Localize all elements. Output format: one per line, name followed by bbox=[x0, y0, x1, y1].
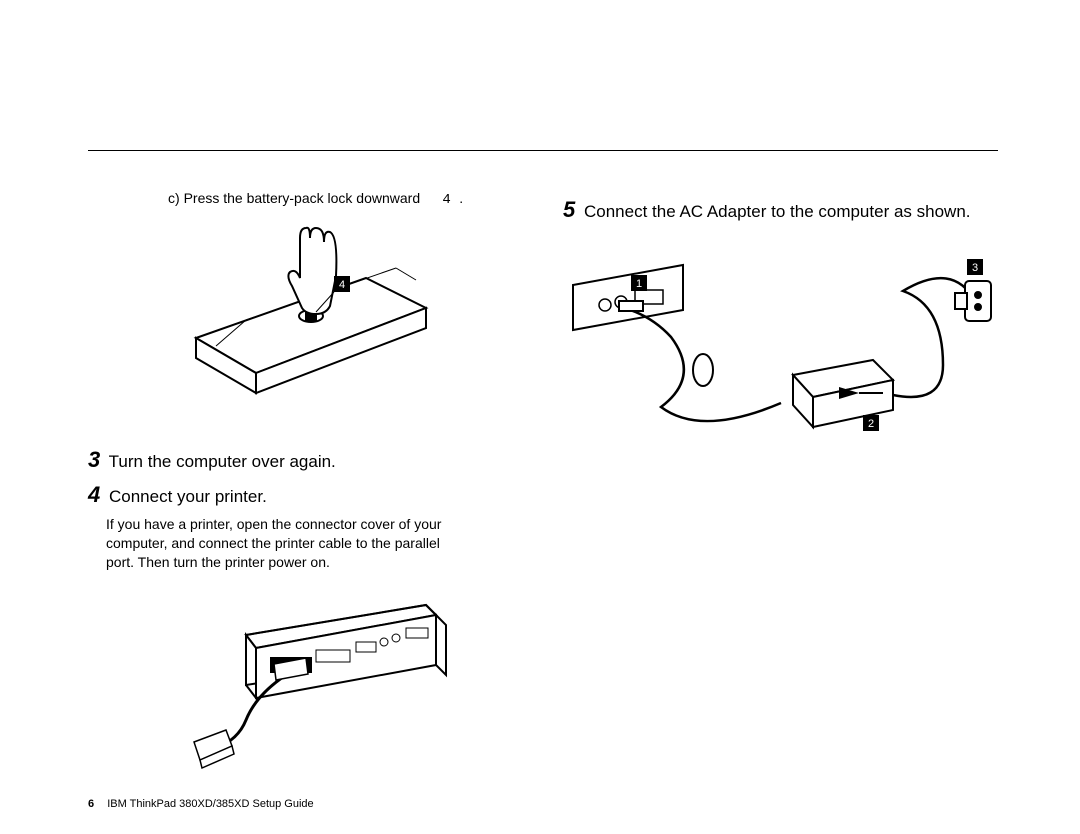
page-content: c) Press the battery-pack lock downward … bbox=[88, 150, 998, 798]
substep-c-ref-num: 4 bbox=[442, 192, 450, 208]
step-4-body: If you have a printer, open the connecto… bbox=[106, 515, 446, 572]
callout-3-label: 3 bbox=[972, 262, 978, 274]
page-footer: 6 IBM ThinkPad 380XD/385XD Setup Guide bbox=[88, 798, 314, 810]
step-4-text: Connect your printer. bbox=[109, 487, 267, 506]
step-5: 5 Connect the AC Adapter to the computer… bbox=[585, 196, 998, 225]
step-3-num: 3 bbox=[88, 447, 100, 472]
figure-battery-lock: 4 bbox=[88, 218, 523, 428]
ac-adapter-icon: 1 2 3 bbox=[563, 255, 993, 475]
callout-2-label: 2 bbox=[868, 418, 874, 430]
figure-ac-adapter: 1 2 3 bbox=[563, 255, 998, 475]
step-5-num: 5 bbox=[563, 197, 575, 222]
laptop-rear-icon bbox=[156, 580, 456, 780]
substep-c-ref: 4 bbox=[434, 192, 459, 208]
left-column: c) Press the battery-pack lock downward … bbox=[88, 190, 523, 798]
callout-4-label: 4 bbox=[338, 279, 344, 291]
step-5-text: Connect the AC Adapter to the computer a… bbox=[584, 202, 971, 221]
step-4-num: 4 bbox=[88, 482, 100, 507]
figure-printer-connect bbox=[88, 580, 523, 780]
step-3: 3 Turn the computer over again. bbox=[88, 446, 523, 475]
callout-1-label: 1 bbox=[636, 278, 642, 290]
step-4: 4 Connect your printer. bbox=[88, 481, 523, 510]
substep-c-text: Press the battery-pack lock downward bbox=[184, 190, 421, 206]
laptop-bottom-icon: 4 bbox=[156, 218, 456, 428]
two-column-layout: c) Press the battery-pack lock downward … bbox=[88, 190, 998, 798]
substep-c: c) Press the battery-pack lock downward … bbox=[168, 190, 523, 208]
footer-page-number: 6 bbox=[88, 798, 94, 810]
footer-title: IBM ThinkPad 380XD/385XD Setup Guide bbox=[107, 798, 313, 810]
substep-c-prefix: c) bbox=[168, 190, 184, 206]
step-3-text: Turn the computer over again. bbox=[109, 452, 336, 471]
substep-c-period: . bbox=[459, 190, 463, 206]
right-column: 5 Connect the AC Adapter to the computer… bbox=[563, 190, 998, 798]
